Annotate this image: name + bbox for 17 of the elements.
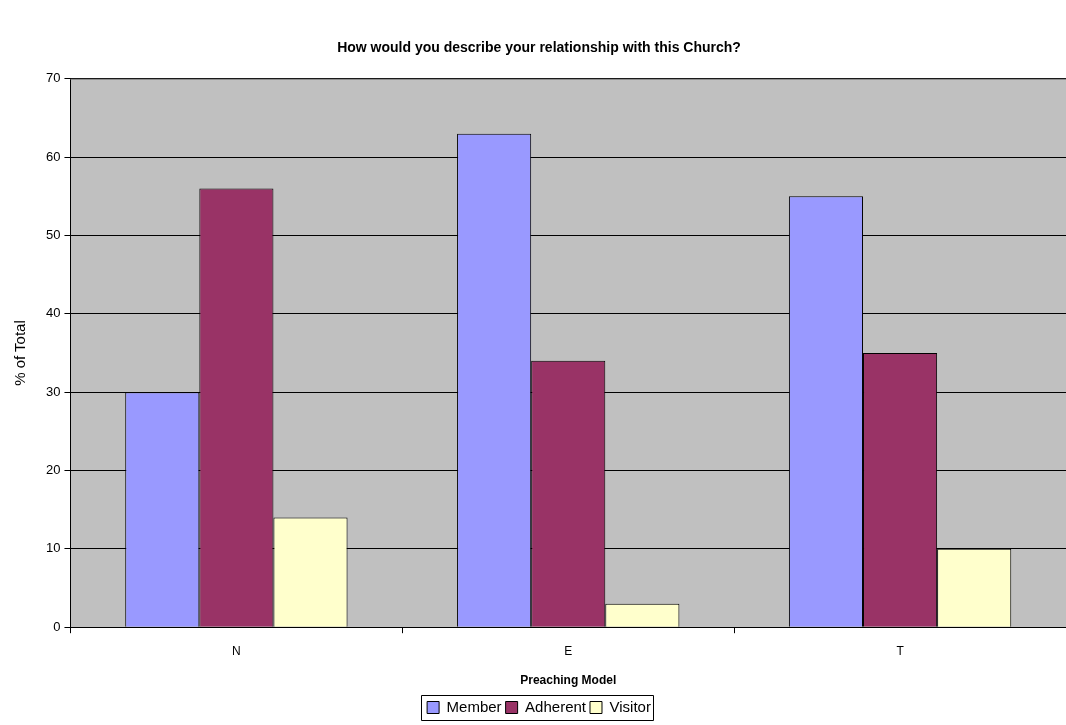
legend-label: Member	[446, 697, 502, 715]
legend-label: Visitor	[609, 697, 651, 715]
x-tick-label: N	[232, 643, 241, 658]
x-axis-title: Preaching Model	[520, 673, 617, 688]
x-tick-label: T	[896, 643, 905, 658]
legend-label: Adherent	[525, 697, 587, 715]
y-tick-label: 10	[45, 540, 61, 556]
y-tick-label: 60	[45, 148, 61, 164]
y-tick-label: 30	[45, 383, 61, 399]
y-tick-label: 70	[45, 70, 61, 86]
y-tick-label: 20	[45, 462, 61, 478]
y-tick-label: 50	[45, 227, 61, 243]
x-tick-label: E	[564, 643, 573, 658]
y-tick-label: 0	[53, 618, 61, 634]
y-tick-label: 40	[45, 305, 61, 321]
chart-title: How would you describe your relationship with this Church?	[337, 39, 741, 56]
y-axis-title: % of Total	[11, 320, 29, 386]
